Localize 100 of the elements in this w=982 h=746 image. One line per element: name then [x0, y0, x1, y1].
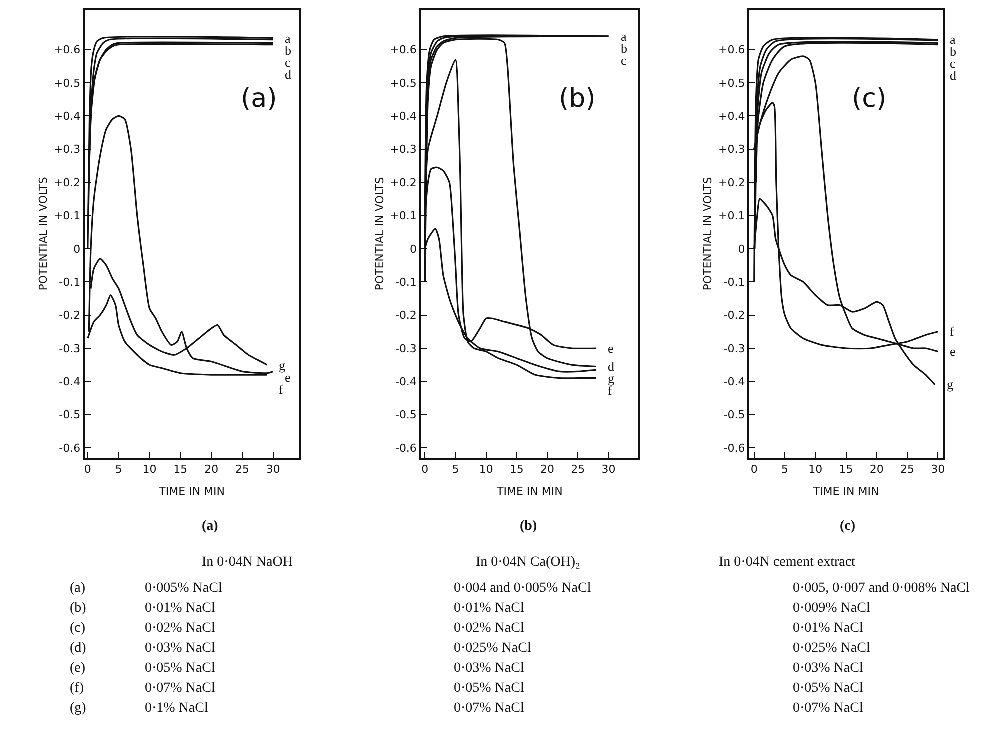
x-tick-label: 10 [479, 463, 494, 476]
y-tick-label: -0.4 [724, 376, 746, 389]
series-label: g [608, 371, 615, 386]
y-axis-title: POTENTIAL IN VOLTS [37, 177, 50, 291]
text: 0·005% NaCl [145, 581, 222, 596]
text: d [950, 68, 957, 83]
series-label: a [950, 32, 956, 47]
text: 0·02% NaCl [454, 621, 524, 636]
text: 0·004 and 0·005% NaCl [454, 581, 592, 596]
y-tick-label: +0.2 [718, 176, 746, 190]
x-tick-label: 0 [750, 463, 758, 476]
x-tick-label: 20 [540, 463, 555, 476]
series-label: c [621, 53, 627, 68]
text: (b) [559, 84, 596, 114]
text: (b) [520, 519, 538, 534]
x-tick-label: 15 [510, 463, 524, 476]
y-tick-label: -0.6 [395, 442, 417, 455]
text: 0·03% NaCl [793, 661, 864, 676]
y-tick-label: +0.3 [390, 143, 417, 156]
y-tick-label: +0.2 [54, 176, 81, 190]
series-label: g [947, 377, 954, 392]
y-axis-title: POTENTIAL IN VOLTS [702, 177, 715, 291]
text: (a) [241, 84, 278, 114]
series-label: e [950, 344, 956, 359]
y-tick-label: +0.3 [718, 143, 746, 156]
y-tick-label: +0.5 [718, 76, 746, 90]
y-axis-title: POTENTIAL IN VOLTS [373, 177, 386, 291]
y-tick-label: -0.5 [59, 408, 81, 422]
y-tick-label: 0 [74, 242, 81, 256]
series-label: g [279, 358, 286, 373]
x-tick-label: 30 [931, 463, 946, 476]
text: In 0·04N NaOH [202, 555, 293, 570]
y-tick-label: -0.1 [395, 276, 417, 289]
series-label: c [285, 55, 291, 70]
text: (c) [840, 519, 856, 534]
x-tick-label: 5 [115, 463, 122, 476]
x-axis-title: TIME IN MIN [496, 484, 563, 498]
series-label: d [285, 67, 292, 82]
y-tick-label: +0.4 [54, 110, 81, 124]
x-tick-label: 10 [142, 463, 157, 476]
y-tick-label: +0.5 [54, 76, 81, 90]
text: 0·009% NaCl [793, 601, 870, 616]
text: (b) [70, 601, 87, 616]
text: (f) [70, 681, 84, 696]
x-tick-label: 30 [266, 463, 280, 476]
x-tick-label: 5 [452, 463, 460, 476]
text: 0·01% NaCl [793, 621, 864, 636]
text: 0·05% NaCl [793, 681, 864, 696]
text: 0·07% NaCl [454, 701, 524, 716]
y-tick-label: +0.2 [390, 176, 417, 190]
series-label: a [621, 29, 627, 44]
text: (a) [202, 519, 219, 534]
x-tick-label: 5 [782, 463, 789, 476]
y-tick-label: -0.4 [395, 376, 417, 389]
x-tick-label: 25 [571, 463, 586, 476]
text: (c) [852, 84, 887, 114]
text: 0·03% NaCl [145, 641, 216, 656]
y-tick-label: -0.3 [724, 342, 746, 356]
y-tick-label: -0.1 [59, 276, 81, 289]
x-tick-label: 15 [839, 463, 854, 476]
y-tick-label: -0.2 [395, 309, 417, 322]
y-tick-label: -0.6 [59, 442, 81, 455]
y-tick-label: +0.4 [390, 110, 417, 124]
y-tick-label: -0.2 [724, 309, 746, 322]
y-tick-label: -0.6 [724, 442, 746, 455]
series-label: e [285, 370, 291, 385]
x-tick-label: 30 [602, 463, 616, 476]
y-tick-label: +0.3 [54, 143, 81, 156]
y-tick-label: +0.6 [390, 44, 417, 57]
text: 0·01% NaCl [454, 601, 524, 616]
x-tick-label: 15 [174, 463, 188, 476]
series-label: c [950, 56, 956, 71]
y-tick-label: 0 [410, 242, 417, 256]
text: 0·05% NaCl [145, 661, 216, 676]
text: 0·03% NaCl [454, 661, 524, 676]
text: 0·07% NaCl [793, 701, 864, 716]
text: 0·025% NaCl [793, 641, 870, 656]
text: 0·05% NaCl [454, 681, 524, 696]
y-tick-label: -0.5 [724, 408, 746, 422]
y-tick-label: +0.5 [390, 76, 417, 90]
x-tick-label: 25 [900, 463, 915, 476]
text: (g) [70, 701, 87, 716]
x-tick-label: 20 [870, 463, 884, 476]
text: 0·01% NaCl [145, 601, 216, 616]
text: 0·005, 0·007 and 0·008% NaCl [793, 581, 970, 596]
text: (a) [70, 581, 86, 596]
y-tick-label: +0.1 [718, 210, 746, 223]
x-axis-title: TIME IN MIN [158, 484, 226, 498]
x-tick-label: 10 [808, 463, 823, 476]
series-label: a [285, 31, 291, 46]
y-tick-label: -0.5 [395, 408, 417, 422]
text: (e) [70, 661, 86, 676]
y-tick-label: -0.1 [724, 276, 746, 289]
x-tick-label: 20 [204, 463, 219, 476]
y-tick-label: +0.6 [718, 44, 746, 57]
y-tick-label: +0.6 [54, 44, 81, 57]
y-tick-label: -0.3 [59, 342, 81, 356]
y-tick-label: +0.1 [390, 210, 417, 223]
text: 0·02% NaCl [145, 621, 216, 636]
y-tick-label: +0.4 [718, 110, 746, 124]
